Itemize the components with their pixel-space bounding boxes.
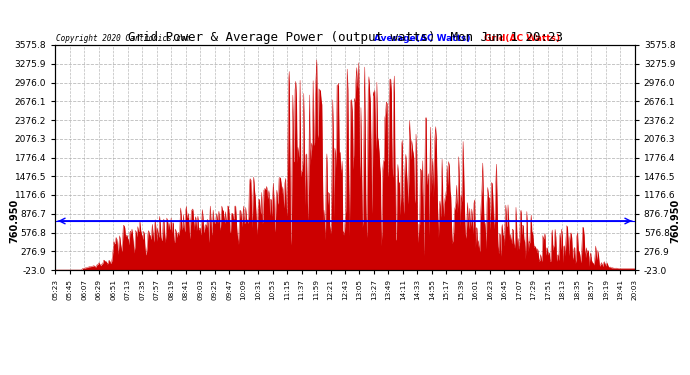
Text: 760.950: 760.950 bbox=[671, 199, 680, 243]
Text: 760.950: 760.950 bbox=[10, 199, 19, 243]
Text: Grid(AC Watts): Grid(AC Watts) bbox=[484, 34, 560, 43]
Text: Average(AC Watts): Average(AC Watts) bbox=[374, 34, 471, 43]
Text: Copyright 2020 Cartronics.com: Copyright 2020 Cartronics.com bbox=[56, 34, 190, 43]
Title: Grid Power & Average Power (output watts)  Mon Jun 1 20:23: Grid Power & Average Power (output watts… bbox=[128, 31, 562, 44]
